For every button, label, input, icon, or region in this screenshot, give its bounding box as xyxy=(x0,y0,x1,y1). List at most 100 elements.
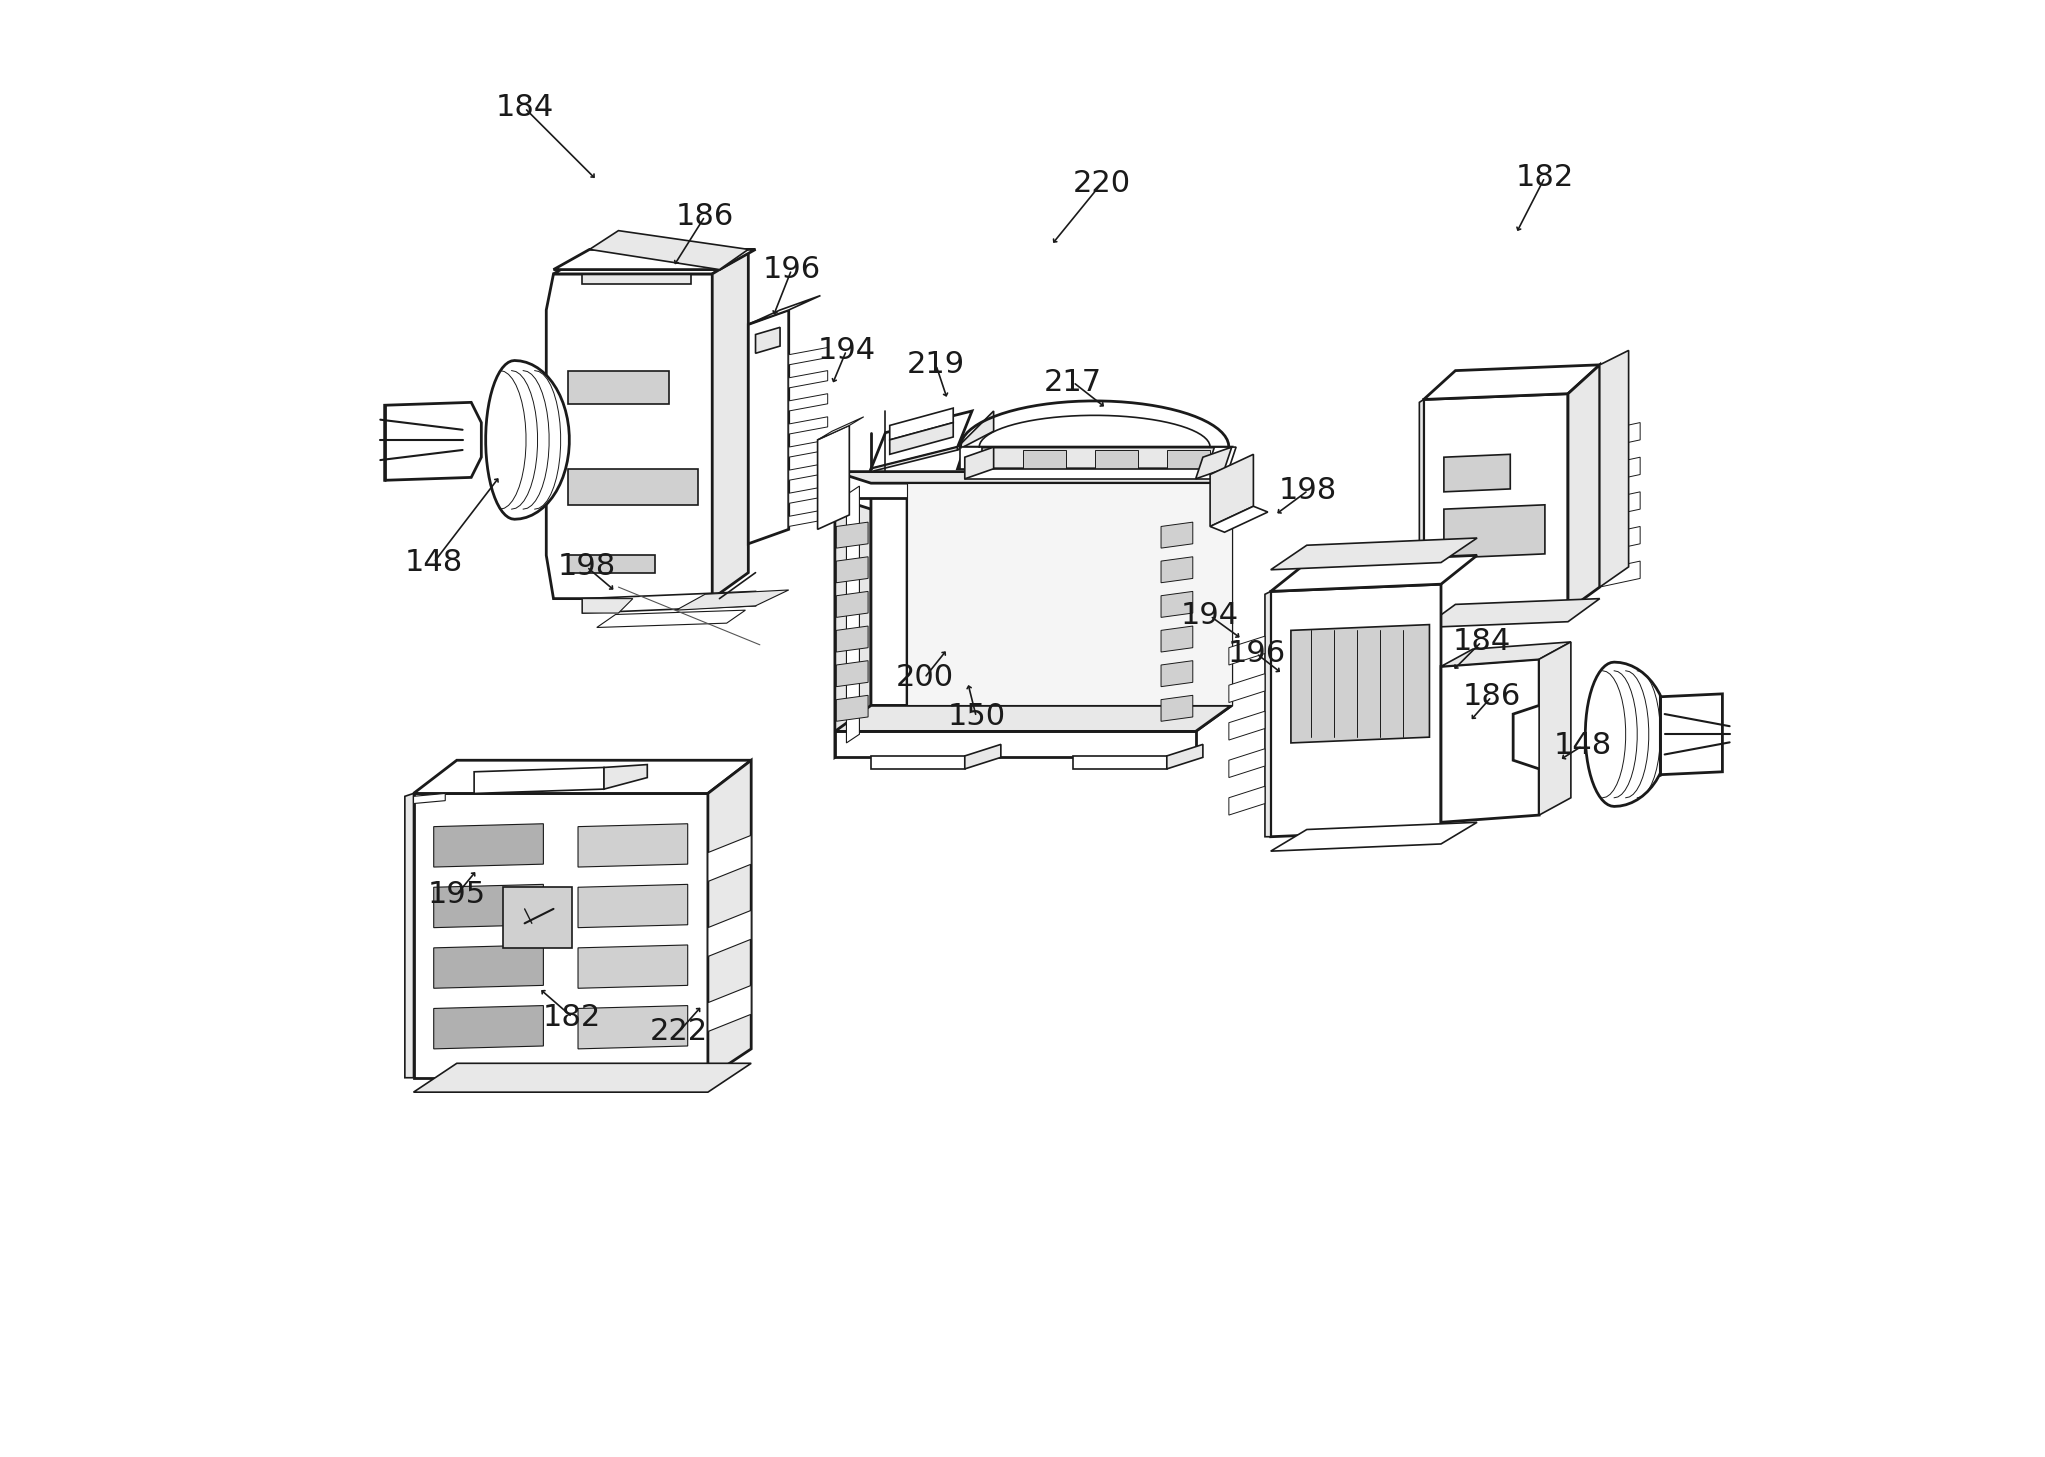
Polygon shape xyxy=(1207,447,1235,469)
Polygon shape xyxy=(1162,660,1192,686)
Polygon shape xyxy=(890,408,953,440)
Polygon shape xyxy=(434,823,544,867)
Polygon shape xyxy=(1423,393,1569,616)
Polygon shape xyxy=(834,731,1196,758)
Polygon shape xyxy=(1229,637,1266,664)
Polygon shape xyxy=(836,627,867,653)
Text: 195: 195 xyxy=(427,880,487,909)
Polygon shape xyxy=(818,425,849,529)
Text: 184: 184 xyxy=(1452,628,1511,657)
Polygon shape xyxy=(583,599,632,613)
Polygon shape xyxy=(413,1064,751,1093)
Polygon shape xyxy=(1162,592,1192,618)
Polygon shape xyxy=(1423,364,1599,399)
Polygon shape xyxy=(708,911,751,956)
Polygon shape xyxy=(1162,695,1192,721)
Polygon shape xyxy=(677,590,789,610)
Polygon shape xyxy=(789,508,828,526)
Polygon shape xyxy=(834,472,908,508)
Polygon shape xyxy=(1569,364,1599,610)
Polygon shape xyxy=(405,794,413,1078)
Text: 182: 182 xyxy=(1515,163,1575,192)
Polygon shape xyxy=(965,469,1225,479)
Polygon shape xyxy=(1599,423,1640,449)
Polygon shape xyxy=(1661,694,1722,775)
Polygon shape xyxy=(1290,625,1429,743)
Polygon shape xyxy=(836,557,867,583)
Polygon shape xyxy=(1270,822,1476,851)
Polygon shape xyxy=(871,447,957,472)
Polygon shape xyxy=(1266,592,1270,836)
Polygon shape xyxy=(708,985,751,1032)
Polygon shape xyxy=(434,1005,544,1049)
Polygon shape xyxy=(957,447,1231,469)
Text: 148: 148 xyxy=(405,548,462,577)
Polygon shape xyxy=(1599,350,1628,587)
Polygon shape xyxy=(1444,504,1544,558)
Polygon shape xyxy=(1162,557,1192,583)
Polygon shape xyxy=(1270,538,1476,570)
Polygon shape xyxy=(818,417,863,440)
Polygon shape xyxy=(589,230,748,270)
Polygon shape xyxy=(708,835,751,881)
Text: 148: 148 xyxy=(1554,731,1611,761)
Polygon shape xyxy=(871,411,971,469)
Text: 198: 198 xyxy=(558,552,616,581)
Polygon shape xyxy=(836,592,867,618)
Polygon shape xyxy=(834,705,1231,731)
Polygon shape xyxy=(789,440,828,457)
Polygon shape xyxy=(1160,472,1231,508)
Polygon shape xyxy=(554,249,755,270)
Text: 186: 186 xyxy=(1462,682,1521,711)
Text: 186: 186 xyxy=(677,201,734,230)
Polygon shape xyxy=(603,765,648,790)
Polygon shape xyxy=(1270,555,1476,592)
Polygon shape xyxy=(583,592,755,613)
Polygon shape xyxy=(474,768,603,794)
Polygon shape xyxy=(1094,450,1137,469)
Polygon shape xyxy=(789,393,828,411)
Text: 200: 200 xyxy=(896,663,953,692)
Polygon shape xyxy=(1423,599,1599,628)
Polygon shape xyxy=(789,348,828,364)
Polygon shape xyxy=(1599,492,1640,517)
Polygon shape xyxy=(554,252,748,274)
Polygon shape xyxy=(1270,584,1442,836)
Text: 219: 219 xyxy=(906,350,965,379)
Polygon shape xyxy=(1211,506,1268,532)
Polygon shape xyxy=(789,487,828,503)
Polygon shape xyxy=(384,402,481,481)
Polygon shape xyxy=(1442,643,1571,666)
Polygon shape xyxy=(579,823,687,867)
Polygon shape xyxy=(1160,472,1196,758)
Polygon shape xyxy=(413,794,446,804)
Polygon shape xyxy=(871,472,908,731)
Polygon shape xyxy=(503,887,573,949)
Polygon shape xyxy=(1229,673,1266,702)
Polygon shape xyxy=(1168,450,1211,469)
Polygon shape xyxy=(413,794,708,1078)
Polygon shape xyxy=(789,417,828,434)
Polygon shape xyxy=(712,252,748,599)
Text: 182: 182 xyxy=(544,1002,601,1032)
Polygon shape xyxy=(789,463,828,481)
Polygon shape xyxy=(487,360,569,519)
Polygon shape xyxy=(546,274,720,599)
Polygon shape xyxy=(569,469,697,504)
Polygon shape xyxy=(834,472,1231,484)
Polygon shape xyxy=(434,946,544,988)
Polygon shape xyxy=(1599,526,1640,552)
Text: 196: 196 xyxy=(763,255,820,284)
Polygon shape xyxy=(908,484,1231,705)
Polygon shape xyxy=(748,296,820,325)
Polygon shape xyxy=(1196,447,1231,479)
Polygon shape xyxy=(834,472,871,758)
Polygon shape xyxy=(789,370,828,388)
Polygon shape xyxy=(847,487,859,743)
Polygon shape xyxy=(748,310,789,543)
Polygon shape xyxy=(1168,745,1202,769)
Polygon shape xyxy=(1585,661,1669,806)
Polygon shape xyxy=(1599,457,1640,484)
Polygon shape xyxy=(957,411,994,450)
Polygon shape xyxy=(1074,756,1168,769)
